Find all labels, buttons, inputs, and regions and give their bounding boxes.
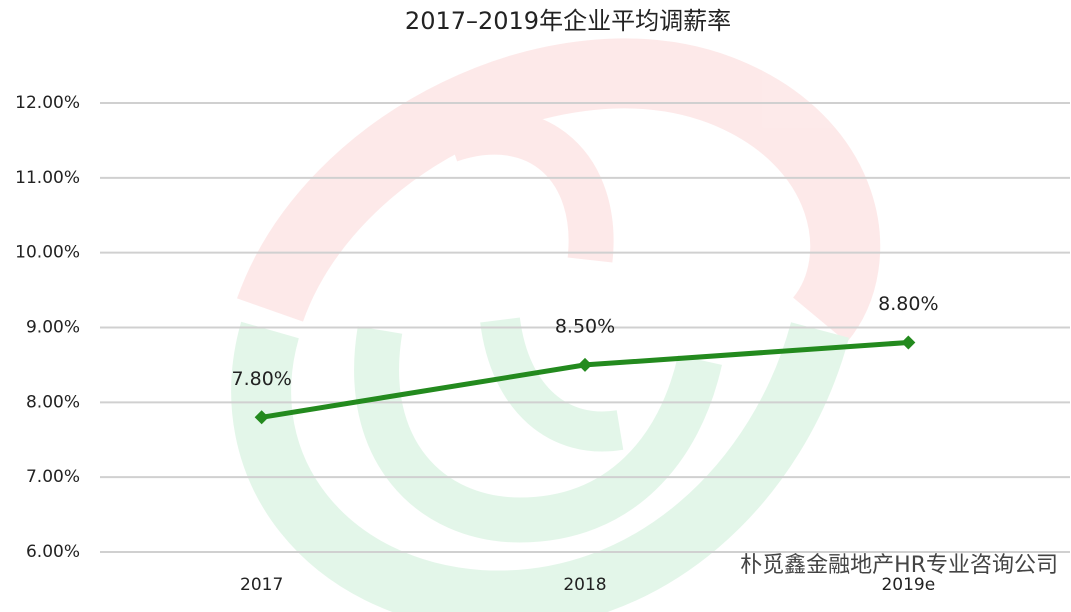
data-label: 8.50%: [555, 315, 615, 337]
chart-title: 2017–2019年企业平均调薪率: [405, 7, 731, 35]
x-tick-label: 2017: [240, 575, 283, 595]
x-tick-label: 2018: [563, 575, 606, 595]
marker: [254, 410, 269, 425]
y-tick-label: 6.00%: [26, 542, 80, 562]
watermark-text: 朴觅鑫金融地产HR专业咨询公司: [740, 553, 1058, 578]
marker: [901, 335, 916, 350]
y-tick-label: 9.00%: [26, 318, 80, 338]
x-tick-label: 2019e: [881, 575, 935, 595]
marker: [578, 357, 592, 372]
y-tick-label: 12.00%: [15, 93, 80, 113]
y-tick-label: 11.00%: [15, 168, 80, 188]
y-tick-label: 10.00%: [15, 243, 80, 263]
y-tick-label: 7.00%: [26, 467, 80, 487]
data-label: 8.80%: [878, 293, 938, 315]
watermark-logo: [231, 38, 881, 612]
y-tick-label: 8.00%: [26, 392, 80, 412]
data-label: 7.80%: [231, 368, 291, 390]
